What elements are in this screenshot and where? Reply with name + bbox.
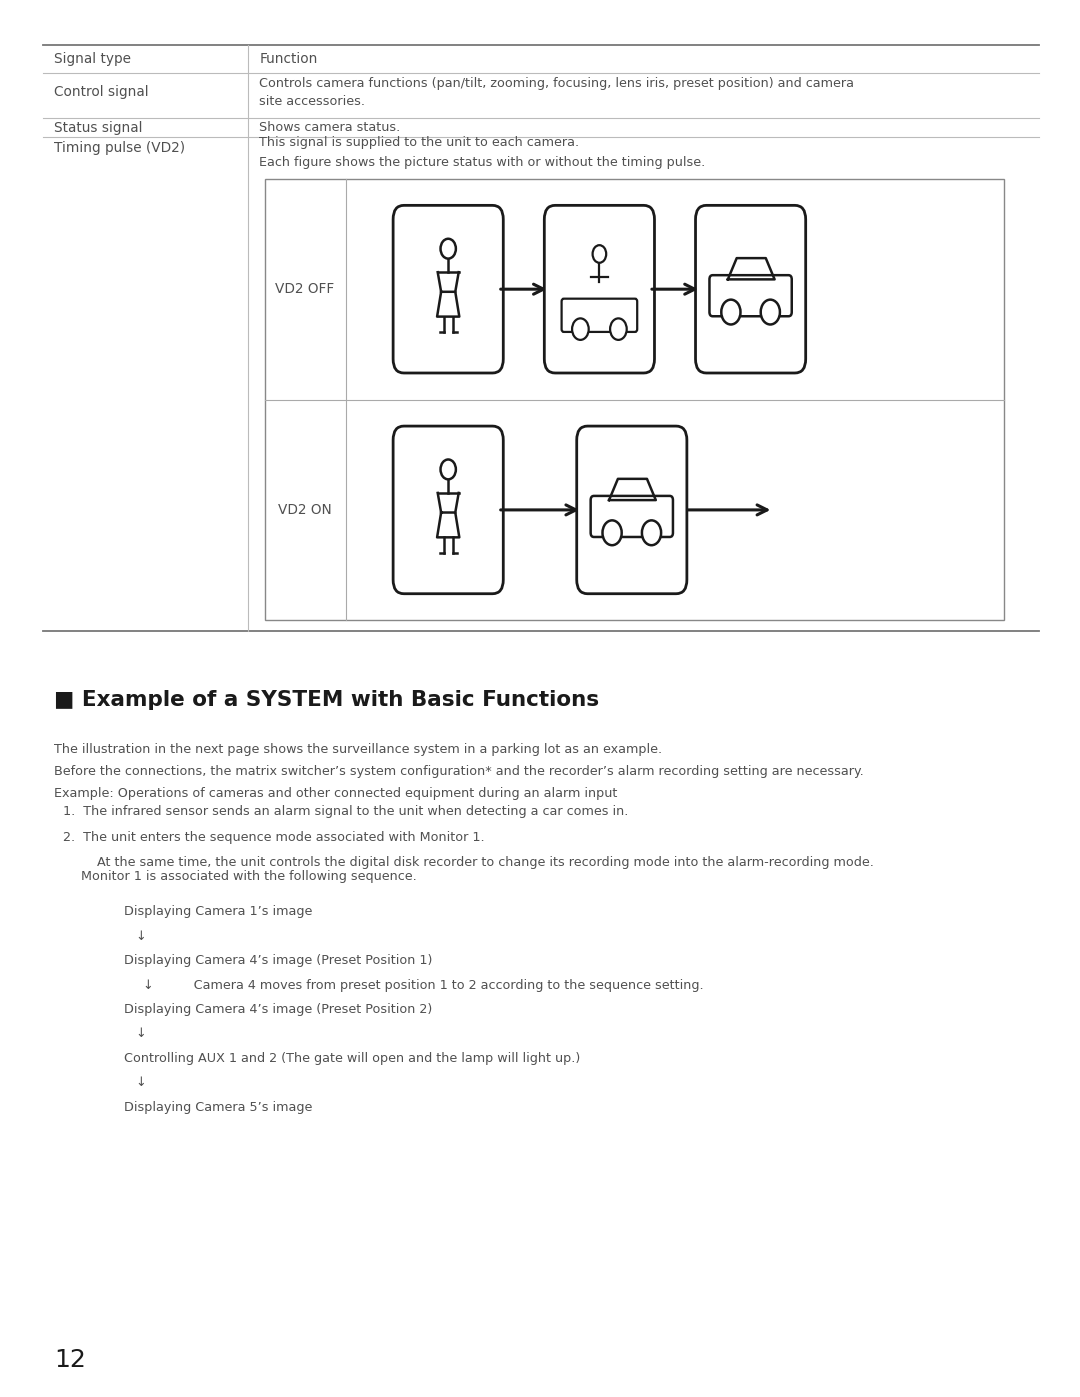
FancyBboxPatch shape bbox=[393, 426, 503, 594]
Text: ■ Example of a SYSTEM with Basic Functions: ■ Example of a SYSTEM with Basic Functio… bbox=[54, 690, 599, 710]
Text: Displaying Camera 5’s image: Displaying Camera 5’s image bbox=[124, 1101, 312, 1113]
Circle shape bbox=[603, 520, 622, 545]
Circle shape bbox=[642, 520, 661, 545]
Text: Controls camera functions (pan/tilt, zooming, focusing, lens iris, preset positi: Controls camera functions (pan/tilt, zoo… bbox=[259, 77, 854, 91]
Text: site accessories.: site accessories. bbox=[259, 95, 365, 109]
Text: This signal is supplied to the unit to each camera.: This signal is supplied to the unit to e… bbox=[259, 136, 579, 149]
Text: VD2 ON: VD2 ON bbox=[279, 503, 332, 517]
Text: Each figure shows the picture status with or without the timing pulse.: Each figure shows the picture status wit… bbox=[259, 155, 705, 169]
Text: Timing pulse (VD2): Timing pulse (VD2) bbox=[54, 141, 185, 155]
Text: The illustration in the next page shows the surveillance system in a parking lot: The illustration in the next page shows … bbox=[54, 743, 662, 756]
Text: ↓          Camera 4 moves from preset position 1 to 2 according to the sequence : ↓ Camera 4 moves from preset position 1 … bbox=[143, 978, 703, 992]
Text: Monitor 1 is associated with the following sequence.: Monitor 1 is associated with the followi… bbox=[81, 870, 417, 883]
Text: Displaying Camera 4’s image (Preset Position 1): Displaying Camera 4’s image (Preset Posi… bbox=[124, 954, 433, 967]
Text: 2.  The unit enters the sequence mode associated with Monitor 1.: 2. The unit enters the sequence mode ass… bbox=[63, 831, 484, 844]
Text: Shows camera status.: Shows camera status. bbox=[259, 122, 401, 134]
FancyBboxPatch shape bbox=[577, 426, 687, 594]
Text: Signal type: Signal type bbox=[54, 52, 131, 66]
FancyBboxPatch shape bbox=[393, 205, 503, 373]
Text: At the same time, the unit controls the digital disk recorder to change its reco: At the same time, the unit controls the … bbox=[81, 856, 874, 869]
Text: 1.  The infrared sensor sends an alarm signal to the unit when detecting a car c: 1. The infrared sensor sends an alarm si… bbox=[63, 805, 627, 817]
Circle shape bbox=[760, 299, 780, 324]
Text: Status signal: Status signal bbox=[54, 120, 143, 136]
Text: Example: Operations of cameras and other connected equipment during an alarm inp: Example: Operations of cameras and other… bbox=[54, 787, 618, 799]
FancyBboxPatch shape bbox=[696, 205, 806, 373]
Text: 12: 12 bbox=[54, 1348, 86, 1372]
Text: Function: Function bbox=[259, 52, 318, 66]
Text: Before the connections, the matrix switcher’s system configuration* and the reco: Before the connections, the matrix switc… bbox=[54, 766, 864, 778]
Text: ↓: ↓ bbox=[135, 930, 146, 943]
Text: Displaying Camera 4’s image (Preset Position 2): Displaying Camera 4’s image (Preset Posi… bbox=[124, 1003, 432, 1016]
Text: Displaying Camera 1’s image: Displaying Camera 1’s image bbox=[124, 905, 312, 918]
FancyBboxPatch shape bbox=[710, 275, 792, 316]
Text: Control signal: Control signal bbox=[54, 85, 149, 99]
Text: ↓: ↓ bbox=[135, 1076, 146, 1090]
Circle shape bbox=[610, 319, 626, 339]
FancyBboxPatch shape bbox=[591, 496, 673, 536]
FancyBboxPatch shape bbox=[544, 205, 654, 373]
Circle shape bbox=[572, 319, 589, 339]
FancyBboxPatch shape bbox=[265, 179, 1004, 620]
Text: Controlling AUX 1 and 2 (The gate will open and the lamp will light up.): Controlling AUX 1 and 2 (The gate will o… bbox=[124, 1052, 580, 1065]
Circle shape bbox=[721, 299, 741, 324]
Text: VD2 OFF: VD2 OFF bbox=[275, 282, 335, 296]
FancyBboxPatch shape bbox=[562, 299, 637, 332]
Text: ↓: ↓ bbox=[135, 1028, 146, 1041]
